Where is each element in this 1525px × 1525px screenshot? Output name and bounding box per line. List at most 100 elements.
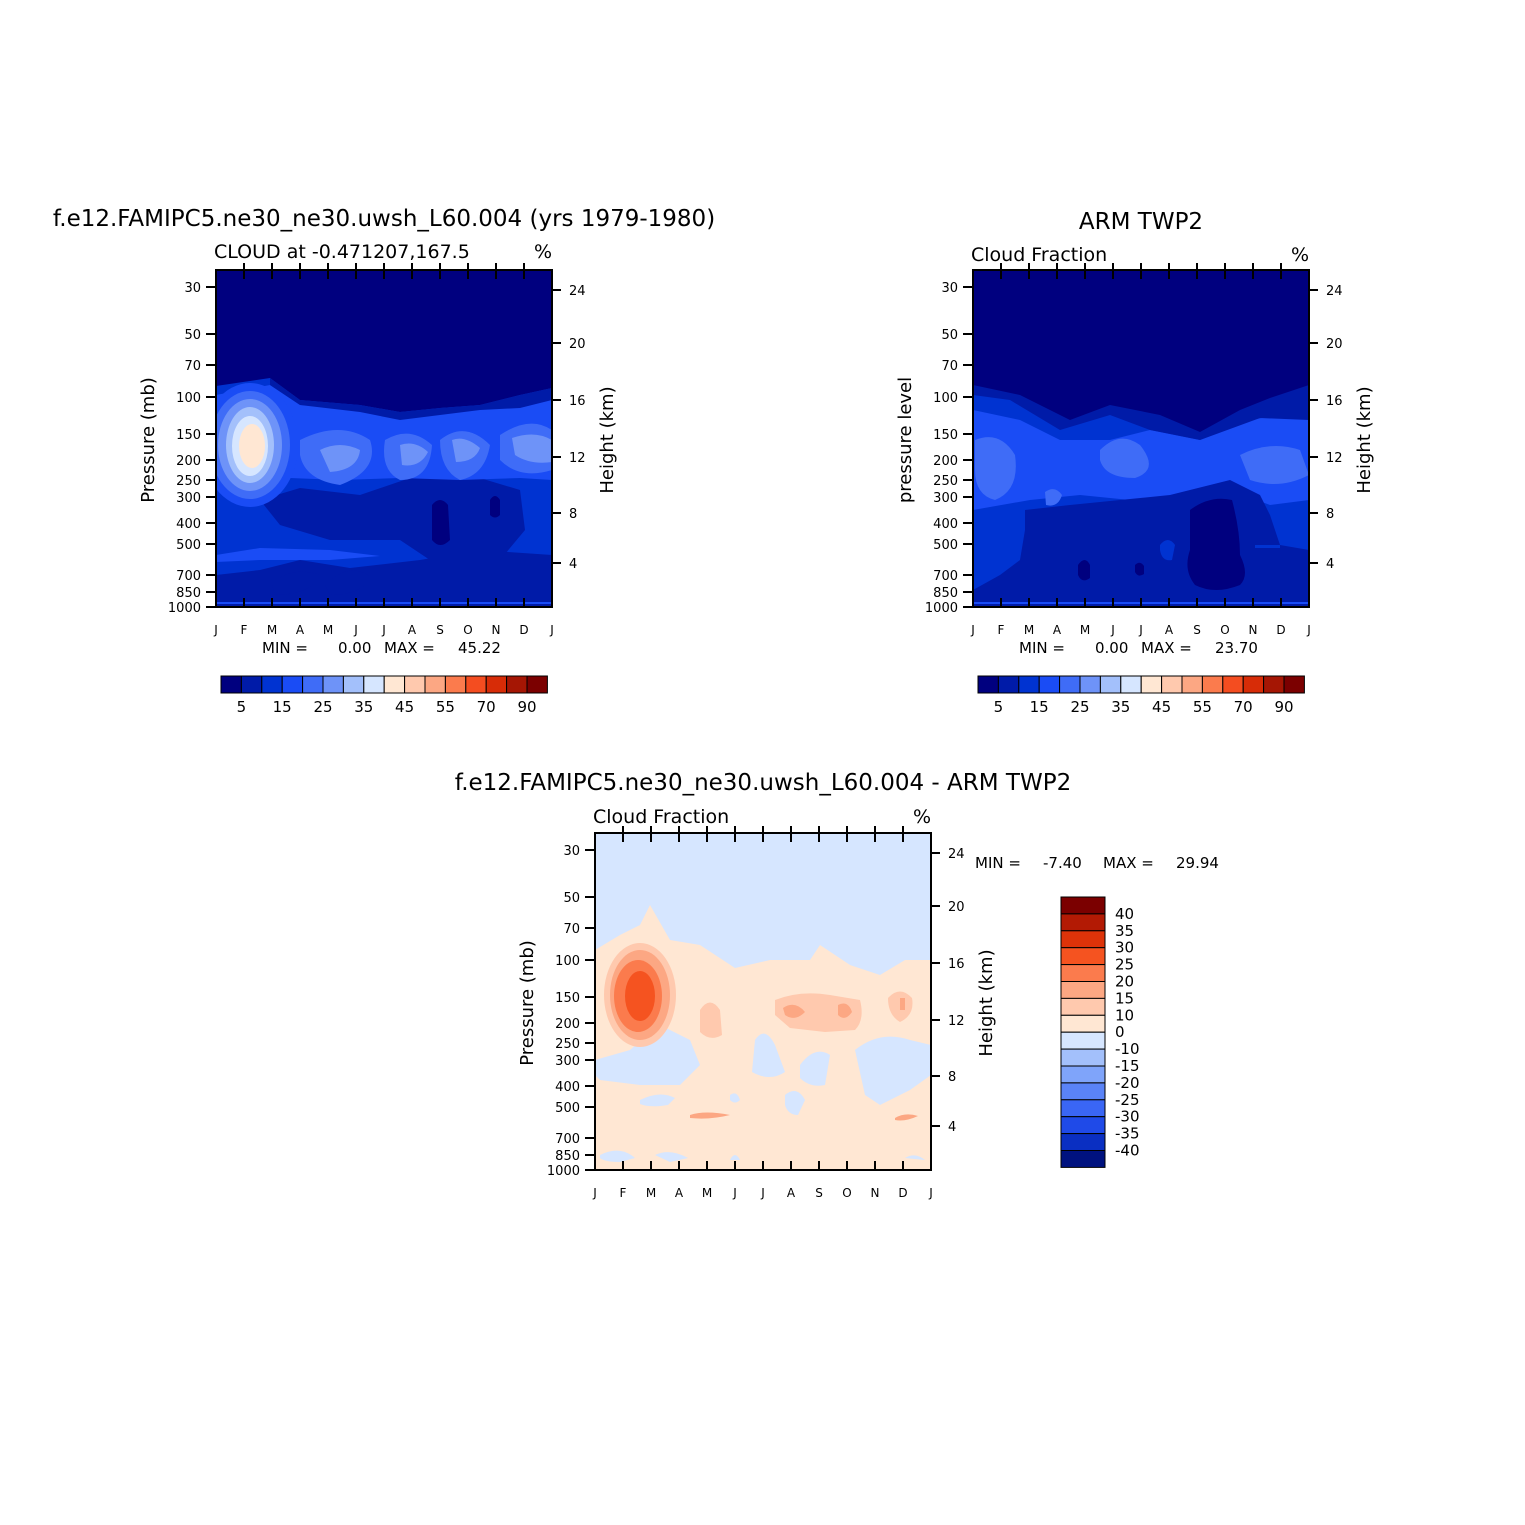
max-label: MAX =	[384, 639, 435, 657]
colorbar-label: 5	[237, 698, 247, 716]
axis-label-left: Pressure (mb)	[517, 940, 538, 1066]
x-tick-label: J	[353, 623, 358, 637]
field-low-pocket-2	[325, 570, 372, 595]
colorbar-label: 15	[1115, 989, 1134, 1007]
panel-diff-units: %	[913, 806, 931, 828]
colorbar-swatch	[977, 675, 999, 694]
y-tick-label: 70	[941, 359, 958, 374]
y-tick-label: 300	[176, 491, 201, 506]
field-dry-top	[216, 270, 552, 412]
y-tick-label: 30	[563, 844, 580, 859]
colorbar-swatch	[1060, 947, 1106, 966]
field-pos-small-1	[700, 1002, 722, 1038]
colorbar-label: 10	[1115, 1006, 1134, 1024]
stats-obs: MIN = 0.00 MAX = 23.70	[1019, 639, 1258, 657]
colorbar-label: 55	[1193, 698, 1212, 716]
colorbar-swatch	[1161, 675, 1183, 694]
colorbar-swatch	[1059, 675, 1081, 694]
y-tick-label: 200	[555, 1017, 580, 1032]
x-tick-label: D	[519, 623, 528, 637]
y-right-tick-label: 24	[1326, 284, 1343, 299]
y-right-tick-label: 24	[948, 847, 965, 862]
field-dry-top	[973, 270, 1309, 432]
colorbar-label: 35	[1111, 698, 1130, 716]
x-tick-label: S	[436, 623, 444, 637]
min-label: MIN =	[1019, 639, 1065, 657]
y-tick-label: 150	[933, 428, 958, 443]
field-neg-surface-1	[600, 1150, 635, 1162]
panel-model-field	[216, 270, 552, 607]
y-right-tick-label: 12	[569, 451, 586, 466]
field-blob-3	[1240, 446, 1309, 484]
colorbar-swatch	[444, 675, 467, 694]
y-tick-label: 30	[941, 281, 958, 296]
y-tick-label: 50	[184, 328, 201, 343]
field-neg-mid-1	[595, 1025, 700, 1085]
colorbar-swatch	[1060, 1065, 1106, 1084]
colorbar-swatch	[1140, 675, 1163, 694]
colorbar-swatch	[1038, 675, 1061, 694]
colorbar-label: -35	[1115, 1125, 1140, 1143]
colorbar-swatch	[485, 675, 508, 694]
field-dry-core-3	[1135, 562, 1144, 576]
y-right-tick-label: 4	[569, 557, 577, 572]
y-tick-label: 100	[933, 391, 958, 406]
x-tick-label: J	[760, 1186, 765, 1200]
y-tick-label: 400	[555, 1080, 580, 1095]
colorbar-swatch	[1060, 981, 1106, 999]
colorbar-swatch	[1283, 675, 1305, 694]
colorbar-swatch	[281, 675, 304, 694]
field-lower-band	[1255, 545, 1280, 548]
field-neg-mid-3	[800, 1051, 830, 1086]
y-tick-label: 100	[555, 954, 580, 969]
x-tick-label: N	[871, 1186, 880, 1200]
y-tick-label: 250	[555, 1037, 580, 1052]
y-tick-label: 1000	[168, 601, 201, 616]
field-dry-core-2	[1078, 560, 1090, 581]
min-label: MIN =	[262, 639, 308, 657]
axis-label-right: Height (km)	[1354, 386, 1375, 493]
field-neg-mid-4	[855, 1036, 931, 1105]
x-tick-label: D	[1276, 623, 1285, 637]
panel-obs: ARM TWP2 Cloud Fraction % J F M A M J J A S O N D J 3…	[895, 209, 1375, 716]
colorbar-swatch	[424, 675, 446, 694]
y-tick-label: 50	[563, 891, 580, 906]
field-pos-small-6	[690, 1112, 918, 1121]
y-right-tick-label: 8	[948, 1070, 956, 1085]
colorbar-label: 5	[994, 698, 1004, 716]
colorbar-swatch	[383, 675, 406, 694]
y-tick-label: 700	[176, 569, 201, 584]
y-tick-label: 700	[555, 1132, 580, 1147]
field-blob-4	[1045, 489, 1062, 506]
field-blob-1	[975, 437, 1016, 500]
y-tick-label: 700	[933, 569, 958, 584]
y-right-tick-label: 16	[1326, 394, 1343, 409]
x-tick-label: A	[296, 623, 305, 637]
colorbar-swatch	[322, 675, 344, 694]
x-tick-label: F	[620, 1186, 627, 1200]
y-tick-label: 100	[176, 391, 201, 406]
core-ring-6	[239, 424, 265, 468]
colorbar-label: 55	[436, 698, 455, 716]
x-tick-label: J	[592, 1186, 597, 1200]
axes-model: J F M A M J J A S O N D J 30 50 70 100 150 200 250 300 400 500…	[168, 263, 586, 637]
y-tick-label: 300	[933, 491, 958, 506]
field-feb-core	[216, 383, 298, 507]
colorbar-label: -30	[1115, 1108, 1140, 1126]
x-tick-label: D	[898, 1186, 907, 1200]
field-neg-top	[595, 833, 931, 975]
colorbar-label: 90	[517, 698, 536, 716]
max-value: 45.22	[458, 639, 501, 657]
y-right-tick-label: 20	[948, 900, 965, 915]
x-tick-label: J	[1306, 623, 1311, 637]
colorbar-label: -40	[1115, 1142, 1140, 1160]
stats-diff: MIN = -7.40 MAX = 29.94	[975, 854, 1219, 872]
colorbar-obs: 5 15 25 35 45 55 70 90	[977, 675, 1305, 716]
colorbar-label: 15	[1030, 698, 1049, 716]
colorbar-label: 15	[273, 698, 292, 716]
y-tick-label: 1000	[547, 1164, 580, 1179]
colorbar-swatch	[1181, 675, 1203, 694]
x-tick-label: F	[241, 623, 248, 637]
colorbar-swatch	[1060, 997, 1106, 1016]
core-ring-4	[625, 971, 655, 1021]
